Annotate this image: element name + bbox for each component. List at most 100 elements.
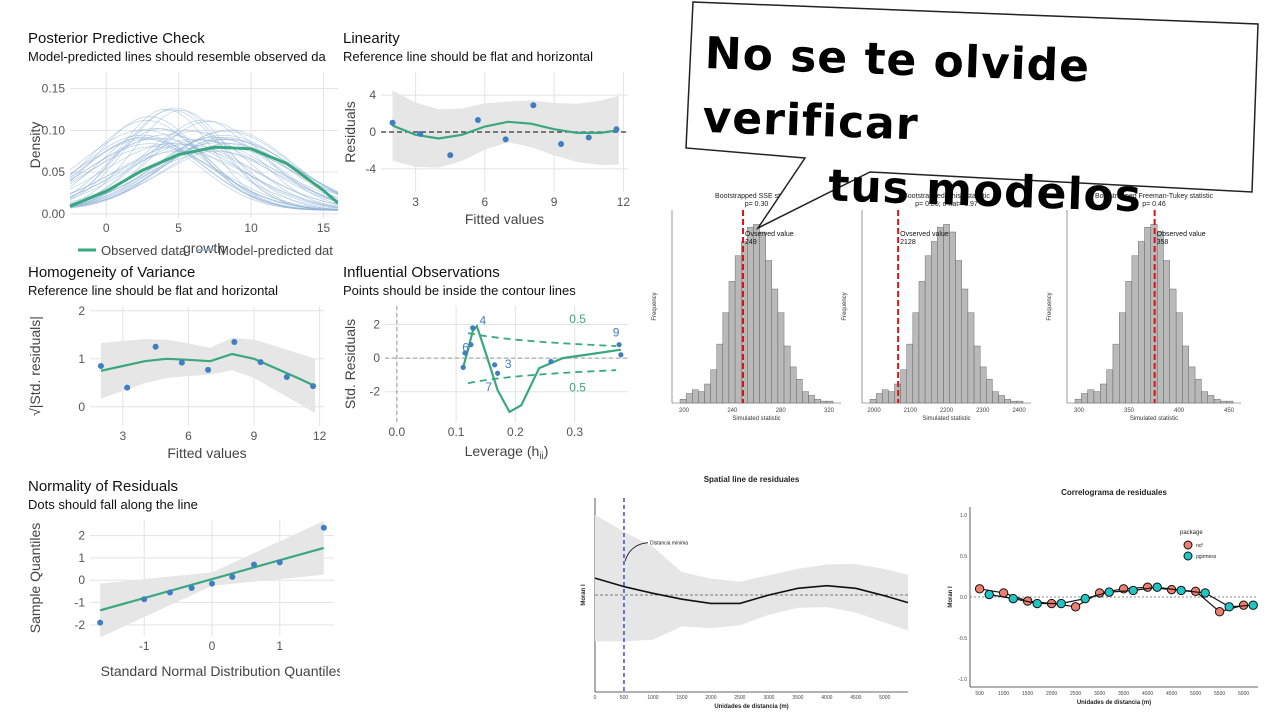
y-tick-label: 0 [78,400,85,414]
data-point [530,102,537,109]
x-tick-label: 6 [185,429,192,443]
x-tick-label: 9 [551,195,558,209]
histogram-bar [765,260,773,404]
histogram-bar [1119,312,1126,404]
confidence-band [392,90,619,168]
histogram-bar [967,312,975,404]
histogram-bar [777,312,785,404]
histogram-bar [1207,395,1215,404]
x-tick-label: 5000 [879,695,890,701]
y-tick-label: 1 [78,352,85,366]
chart-title: Linearity [343,30,400,47]
observed-value: 358 [1157,239,1169,246]
predicted-line [69,138,338,207]
x-tick-label: 450 [1224,408,1235,414]
point-label: 7 [485,380,492,394]
histogram-bar [747,227,754,404]
annotation-label: Distancia minima [650,540,688,546]
x-tick-label: 300 [1074,408,1085,414]
y-tick-label: 1.0 [960,513,967,519]
chart-subtitle: Model-predicted lines should resemble ob… [28,49,326,64]
chart-title: Posterior Predictive Check [28,30,205,47]
smooth-line [462,323,622,414]
x-tick-label: 200 [679,408,690,414]
y-tick-label: 0.05 [42,165,66,179]
histogram-bar [1016,400,1024,404]
data-point [468,342,474,348]
predicted-line [69,130,338,209]
data-point [585,134,592,141]
x-tick-label: 4000 [821,695,832,701]
linearity-chart: 3 6 9 12 -4 0 4 Fitted values Residuals [343,72,631,227]
speech-bubble [685,1,1259,230]
histogram-bar [796,379,803,404]
x-tick-label: 240 [727,408,738,414]
chart-subtitle: Reference line should be flat and horizo… [343,49,594,64]
observed-label: Observed value [1157,231,1206,238]
legend-label-ncf: ncf [1196,543,1203,549]
observed-label: Ovserved value [745,231,794,238]
y-axis-label: Residuals [343,101,358,162]
y-tick-label: 0 [373,351,380,365]
data-point [548,358,554,365]
point-label: 3 [505,357,512,371]
x-tick-label: 0 [594,695,597,701]
series-point-ncf [1070,602,1081,612]
histogram-bar [1163,260,1171,404]
x-tick-label: 4500 [1166,691,1177,697]
x-axis-label: growth [183,240,225,256]
histogram-bar [789,366,797,404]
data-point [97,619,104,626]
x-tick-label: 500 [620,695,629,701]
x-axis-label: Simulated statistic [1130,416,1178,422]
data-point [283,374,290,381]
spatial-line-chart: Spatial line de residuales Distancia mini… [581,475,909,710]
homogeneity-panel: Homogeneity of Variance Reference line s… [28,264,338,474]
series-point-pgirmess [1032,598,1042,609]
smooth-line [392,120,619,140]
predicted-line [69,109,338,211]
predicted-line [69,129,338,210]
x-tick-label: 6 [482,195,489,209]
observed-label: Ovserved value [900,231,949,238]
x-tick-label: 0 [103,221,110,235]
normality-panel: Normality of Residuals Dots should fall … [28,478,340,682]
chart-title: Homogeneity of Variance [28,264,196,281]
x-tick-label: 12 [617,195,631,209]
x-tick-label: 2500 [1070,691,1081,697]
predicted-line [69,144,338,205]
y-axis-label: Sample Quantiles [28,523,43,634]
x-tick-label: 1000 [998,691,1009,697]
histogram-bar [1226,400,1234,404]
x-tick-label: 4500 [850,695,861,701]
hist-title: Bootstrapped SSE statistic [715,193,798,200]
x-tick-label: 10 [244,221,258,235]
histogram-bar [1093,391,1101,404]
data-point [152,343,159,350]
y-tick-label: -1.0 [958,677,967,683]
histogram-bar [900,369,907,404]
histogram-bar [685,393,693,404]
confidence-band [100,337,316,414]
data-point [613,126,620,133]
x-tick-label: 1500 [676,695,687,701]
y-tick-label: 1 [78,551,85,565]
y-tick-label: 0.10 [42,123,66,137]
data-point [231,339,238,345]
predicted-line [69,146,338,210]
histogram-bar [1201,391,1208,404]
x-tick-label: 500 [975,691,984,697]
histogram-bar [1125,281,1133,404]
observed-value: 249 [745,239,757,246]
histogram-bar [679,398,687,404]
series-point-ncf [1142,582,1153,592]
series-point-ncf [974,584,985,594]
x-axis-label: Unidades de distancia (m) [1077,700,1151,706]
x-axis-label: Simulated statistic [732,416,780,422]
histogram-bar [1169,288,1177,404]
data-point [502,136,509,143]
histogram-bar [973,345,981,404]
histogram-bar [728,281,736,404]
